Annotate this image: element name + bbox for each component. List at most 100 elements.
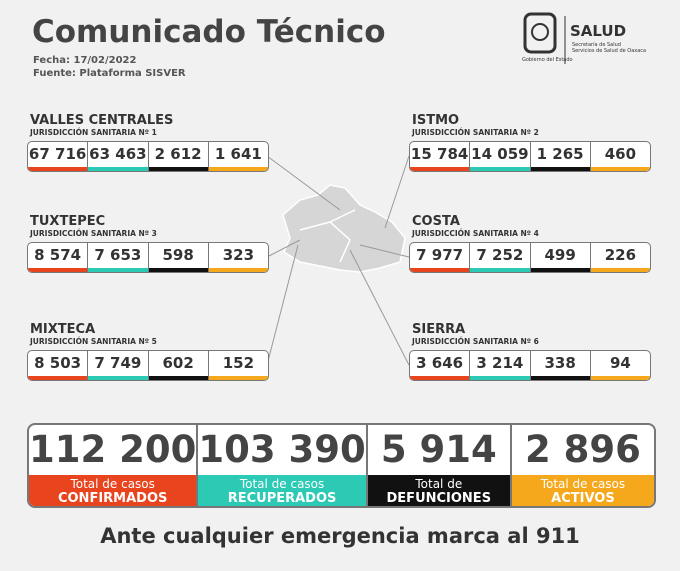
total-value: 2 896 [524,428,641,471]
region-value-cell: 3 646 [410,351,471,380]
totals: 112 200 Total de casos CONFIRMADOS 103 390 T… [27,423,656,508]
total-cell: 5 914 Total de DEFUNCIONES [367,425,512,506]
region-value: 15 784 [410,145,469,163]
color-bar [88,167,148,171]
total-label: Total de casos RECUPERADOS [198,475,366,506]
region-value-cell: 15 784 [410,142,471,171]
region-value: 7 977 [416,246,464,264]
color-bar [208,167,268,171]
color-bar [410,376,470,380]
total-value: 5 914 [380,428,497,471]
region-value-cell: 499 [530,243,591,272]
region-value-cell: 1 265 [530,142,591,171]
total-label-bottom: CONFIRMADOS [57,491,168,506]
total-cell: 103 390 Total de casos RECUPERADOS [198,425,368,506]
region-value-cell: 7 977 [410,243,471,272]
region-value: 602 [162,354,194,372]
region-value: 14 059 [471,145,529,163]
color-bar [28,268,88,272]
total-value: 112 200 [29,428,197,471]
region-value-cell: 63 463 [88,142,149,171]
color-bar [148,376,208,380]
color-bar [470,376,530,380]
region-value: 94 [609,354,631,372]
region-jurisdiction: JURISDICCIÓN SANITARIA Nº 3 [30,229,157,238]
logo-brand: SALUD [570,22,627,40]
region-value: 460 [604,145,637,163]
region-value-cell: 8 574 [28,243,89,272]
region-box: 8 503 7 749 602 152 [27,350,269,381]
region-name: VALLES CENTRALES [30,113,174,128]
color-bar [208,376,268,380]
region-box: 3 646 3 214 338 94 [409,350,651,381]
region-value-cell: 226 [590,243,650,272]
color-bar [88,268,148,272]
total-cell: 112 200 Total de casos CONFIRMADOS [29,425,199,506]
region-value: 152 [222,354,255,372]
total-label: Total de DEFUNCIONES [367,475,510,506]
region-value: 8 574 [34,246,82,264]
region-value: 1 265 [536,145,584,163]
region-value-cell: 460 [590,142,650,171]
region-value: 1 641 [214,145,262,163]
color-bar [28,376,88,380]
region-name: MIXTECA [30,322,96,337]
region-value: 7 252 [476,246,524,264]
region-value: 67 716 [28,145,87,163]
total-label-bottom: DEFUNCIONES [386,491,492,506]
region-value-cell: 598 [148,243,209,272]
region-value-cell: 7 749 [88,351,149,380]
region-value-cell: 2 612 [148,142,209,171]
region-value: 7 749 [94,354,142,372]
region-value-cell: 67 716 [28,142,89,171]
color-bar [590,167,650,171]
color-bar [590,376,650,380]
region-value: 226 [604,246,637,264]
color-bar [28,167,88,171]
title: Comunicado Técnico [32,14,386,50]
footer: Ante cualquier emergencia marca al 911 [100,524,580,548]
region-box: 15 784 14 059 1 265 460 [409,141,651,172]
region-value: 63 463 [89,145,147,163]
region-value-cell: 94 [590,351,650,380]
color-bar [530,268,590,272]
region-value-cell: 1 641 [208,142,268,171]
color-bar [470,167,530,171]
region-jurisdiction: JURISDICCIÓN SANITARIA Nº 1 [30,128,157,137]
color-bar [148,268,208,272]
region-value-cell: 8 503 [28,351,89,380]
region-jurisdiction: JURISDICCIÓN SANITARIA Nº 2 [412,128,539,137]
region-value: 2 612 [154,145,202,163]
region-box: 67 716 63 463 2 612 1 641 [27,141,269,172]
region-value-cell: 338 [530,351,591,380]
total-label-top: Total de [415,477,463,491]
region-jurisdiction: JURISDICCIÓN SANITARIA Nº 4 [412,229,539,238]
region-value-cell: 323 [208,243,268,272]
color-bar [410,167,470,171]
color-bar [530,167,590,171]
total-label-top: Total de casos [239,477,325,491]
region-value: 3 214 [476,354,524,372]
region-value-cell: 602 [148,351,209,380]
region-jurisdiction: JURISDICCIÓN SANITARIA Nº 5 [30,337,157,346]
total-label: Total de casos CONFIRMADOS [29,475,197,506]
region-value: 8 503 [34,354,82,372]
region-value: 3 646 [416,354,464,372]
color-bar [530,376,590,380]
region-value: 338 [544,354,576,372]
total-label-top: Total de casos [540,477,626,491]
region-value: 598 [162,246,194,264]
total-cell: 2 896 Total de casos ACTIVOS [511,425,654,506]
region-value-cell: 3 214 [470,351,531,380]
color-bar [148,167,208,171]
region-value: 323 [222,246,255,264]
region-value-cell: 7 653 [88,243,149,272]
region-value-cell: 7 252 [470,243,531,272]
source: Fuente: Plataforma SISVER [33,68,186,79]
region-value-cell: 14 059 [470,142,531,171]
color-bar [208,268,268,272]
region-name: ISTMO [412,113,460,128]
color-bar [470,268,530,272]
